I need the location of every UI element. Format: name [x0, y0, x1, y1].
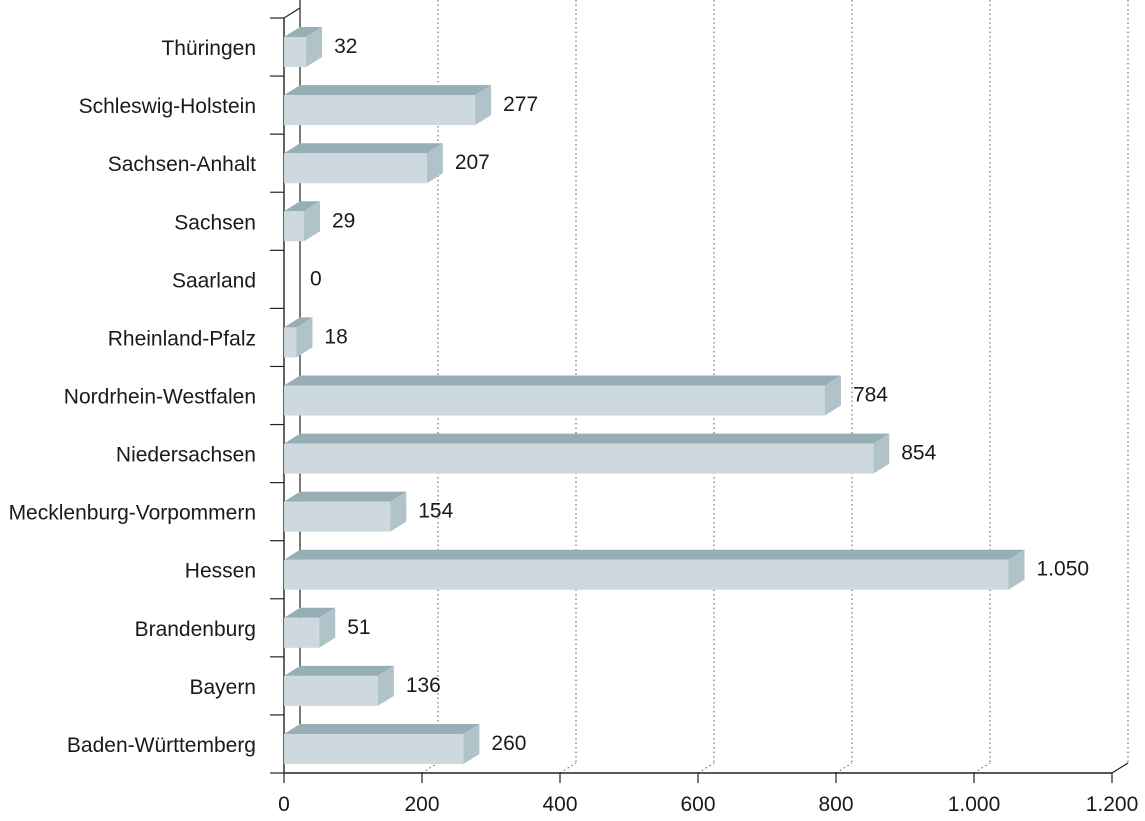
category-label: Baden-Württemberg [67, 734, 256, 757]
data-label: 207 [455, 151, 490, 174]
x-tick-label: 1.000 [948, 793, 1001, 816]
data-label: 32 [334, 35, 357, 58]
data-label: 0 [310, 267, 322, 290]
bar [284, 385, 825, 416]
bar-top-face [284, 549, 1025, 560]
bar-side-face [824, 375, 841, 416]
bar-side-face [426, 143, 443, 184]
bar-side-face [296, 317, 313, 358]
bar-top-face [284, 317, 313, 328]
category-label: Nordrhein-Westfalen [64, 386, 256, 409]
bar-top-face [284, 375, 841, 386]
bar [284, 617, 320, 648]
bar-side-face [390, 491, 407, 532]
bar-top-face [284, 27, 323, 38]
x-tick-label: 1.200 [1086, 793, 1139, 816]
category-label: Bayern [189, 676, 256, 699]
bar-top-face [284, 665, 394, 676]
bar-top-face [284, 143, 443, 154]
category-label: Rheinland-Pfalz [108, 327, 256, 350]
bar-side-face [377, 665, 394, 706]
gridline-floor [973, 762, 991, 774]
category-label: Saarland [172, 269, 256, 292]
bar-top-face [284, 433, 890, 444]
bar [284, 733, 464, 764]
bar [284, 211, 305, 242]
data-label: 51 [347, 616, 370, 639]
gridline-floor [697, 762, 715, 774]
bar-top-face [284, 491, 407, 502]
data-label: 854 [901, 442, 936, 465]
bar [284, 501, 391, 532]
x-tick-label: 400 [542, 793, 577, 816]
bar-side-face [319, 607, 336, 648]
bar-side-face [1008, 549, 1025, 590]
bar-top-face [284, 607, 336, 618]
data-label: 1.050 [1037, 558, 1090, 581]
bar [284, 37, 307, 68]
data-label: 277 [503, 93, 538, 116]
bar-top-face [284, 85, 492, 96]
data-label: 784 [853, 384, 888, 407]
bar [284, 95, 476, 126]
bar-side-face [304, 201, 321, 242]
category-label: Sachsen [174, 211, 256, 234]
data-label: 29 [332, 209, 355, 232]
bar [284, 675, 378, 706]
bar-side-face [306, 27, 323, 68]
bar-side-face [463, 723, 480, 764]
x-tick-label: 200 [404, 793, 439, 816]
x-axis-end-edge [1111, 762, 1129, 774]
gridline-floor [421, 762, 439, 774]
bar [284, 327, 297, 358]
bar [284, 559, 1009, 590]
category-label: Hessen [185, 560, 256, 583]
data-label: 136 [406, 674, 441, 697]
y-axis-top-edge [283, 7, 301, 19]
category-label: Brandenburg [135, 618, 256, 641]
gridline-floor [835, 762, 853, 774]
bar-side-face [475, 85, 492, 126]
bar [284, 153, 427, 184]
x-tick-label: 800 [818, 793, 853, 816]
x-tick-label: 600 [680, 793, 715, 816]
category-label: Sachsen-Anhalt [108, 153, 256, 176]
bar [284, 443, 874, 474]
bar-top-face [284, 723, 480, 734]
category-label: Schleswig-Holstein [79, 95, 256, 118]
x-tick-label: 0 [278, 793, 290, 816]
data-label: 260 [491, 732, 526, 755]
bar-side-face [873, 433, 890, 474]
data-label: 18 [324, 325, 347, 348]
bar-top-face [284, 201, 321, 212]
category-label: Thüringen [161, 37, 256, 60]
category-label: Mecklenburg-Vorpommern [9, 502, 256, 525]
category-label: Niedersachsen [116, 444, 256, 467]
data-label: 154 [418, 500, 453, 523]
gridline-floor [559, 762, 577, 774]
